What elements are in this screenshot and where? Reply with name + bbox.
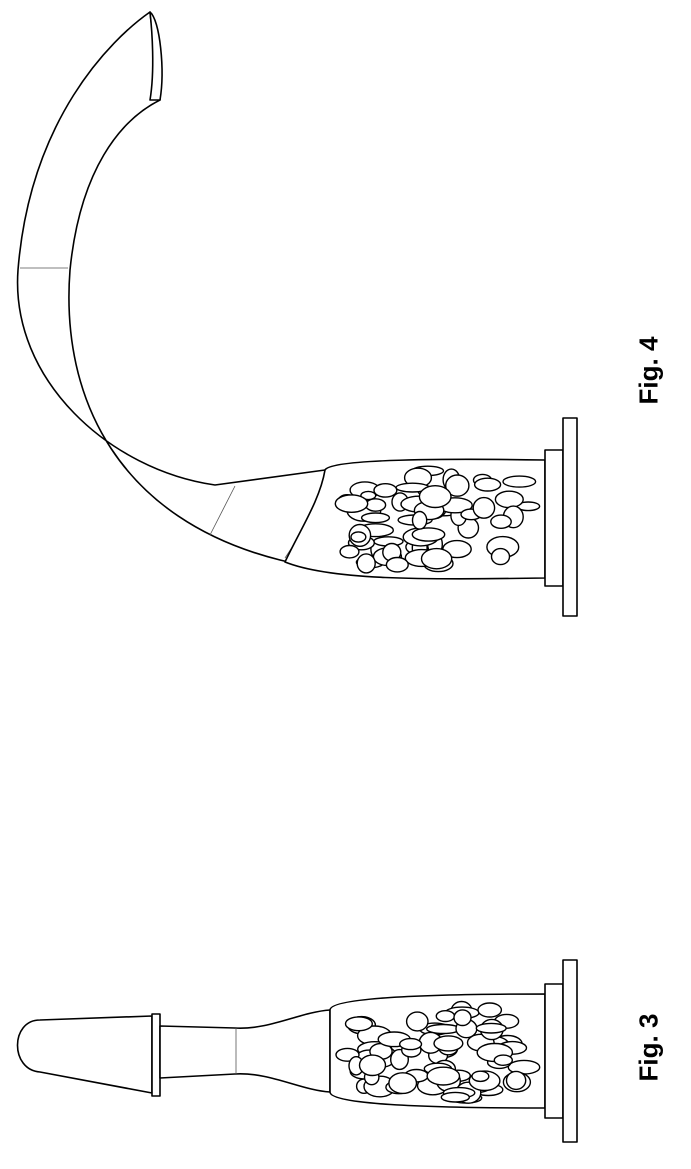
pore-ellipse <box>374 484 397 497</box>
pore-ellipse <box>454 1010 471 1026</box>
fig3-cap-rim <box>152 1014 160 1096</box>
pore-ellipse <box>407 1012 428 1031</box>
pore-ellipse <box>366 499 386 511</box>
fig4-base-plate <box>545 450 563 586</box>
pore-ellipse <box>491 515 511 528</box>
pore-ellipse <box>434 1036 463 1051</box>
fig3-pore-pattern <box>336 1002 540 1104</box>
pore-ellipse <box>335 495 367 512</box>
pore-ellipse <box>475 478 501 491</box>
pore-ellipse <box>360 1055 386 1075</box>
pore-ellipse <box>473 498 494 519</box>
pore-ellipse <box>478 1003 501 1017</box>
fig3-label: Fig. 3 <box>633 1014 664 1082</box>
fig3-tip-cap <box>18 1016 153 1093</box>
pore-ellipse <box>427 1067 459 1085</box>
pore-ellipse <box>441 1092 469 1102</box>
fig4-base-flange <box>563 418 577 616</box>
pore-ellipse <box>472 1071 489 1081</box>
pore-ellipse <box>351 532 366 542</box>
pore-ellipse <box>506 1071 525 1089</box>
fig3-device <box>18 960 578 1142</box>
pore-ellipse <box>412 528 444 541</box>
pore-ellipse <box>494 1055 512 1065</box>
pore-ellipse <box>419 486 451 508</box>
fig4-curved-arm <box>18 12 330 572</box>
pore-ellipse <box>386 558 408 572</box>
pore-ellipse <box>436 1011 454 1022</box>
pore-ellipse <box>357 554 375 573</box>
pore-ellipse <box>340 546 359 558</box>
fig4-label: Fig. 4 <box>633 337 664 405</box>
fig3-base-flange <box>563 960 577 1142</box>
pore-ellipse <box>389 1073 417 1094</box>
pore-ellipse <box>362 513 390 523</box>
pore-ellipse <box>400 1039 422 1050</box>
pore-ellipse <box>413 512 427 530</box>
pore-ellipse <box>503 476 536 487</box>
pore-ellipse <box>495 491 523 507</box>
fig3-base-plate <box>545 984 563 1118</box>
pore-ellipse <box>346 1017 373 1031</box>
fig3-shaft <box>160 1010 330 1092</box>
pore-ellipse <box>492 549 510 565</box>
fig4-device <box>18 12 577 616</box>
pore-ellipse <box>422 549 452 569</box>
pore-ellipse <box>476 1023 506 1033</box>
